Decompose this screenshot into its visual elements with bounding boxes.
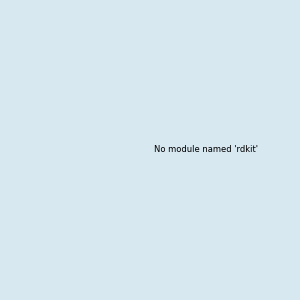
- Text: No module named 'rdkit': No module named 'rdkit': [154, 145, 258, 154]
